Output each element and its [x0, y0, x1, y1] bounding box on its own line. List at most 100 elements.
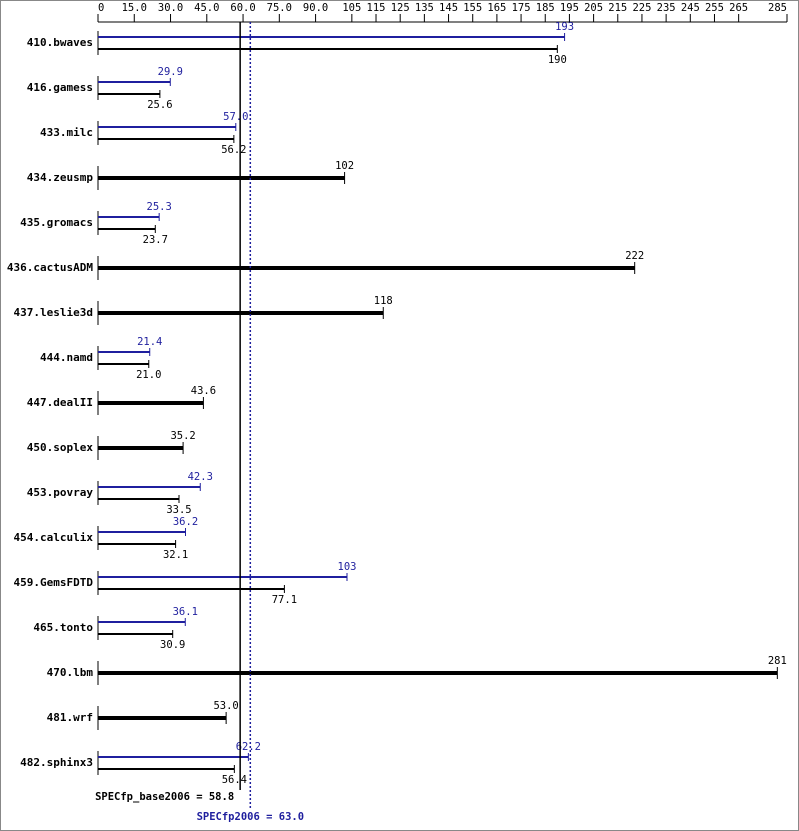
x-tick-label: 45.0 — [194, 2, 219, 14]
bar — [98, 81, 171, 83]
category-label: 437.leslie3d — [14, 306, 93, 319]
bar — [98, 93, 160, 95]
reference-label: SPECfp_base2006 = 58.8 — [95, 791, 234, 803]
x-tick-label: 245 — [681, 2, 700, 14]
x-tick-label: 205 — [584, 2, 603, 14]
value-label: 32.1 — [163, 549, 188, 561]
bar — [98, 266, 635, 270]
bar — [98, 671, 778, 675]
value-label: 25.3 — [147, 201, 172, 213]
value-label: 33.5 — [166, 504, 191, 516]
category-label: 435.gromacs — [20, 216, 93, 229]
bar — [98, 228, 156, 230]
value-label: 29.9 — [158, 66, 183, 78]
x-tick-label: 145 — [439, 2, 458, 14]
value-label: 25.6 — [147, 99, 172, 111]
x-tick-label: 225 — [632, 2, 651, 14]
x-tick-label: 285 — [768, 2, 787, 14]
category-label: 454.calculix — [14, 531, 94, 544]
x-tick-label: 15.0 — [122, 2, 147, 14]
x-tick-label: 155 — [463, 2, 482, 14]
value-label: 35.2 — [170, 430, 195, 442]
x-tick-label: 165 — [487, 2, 506, 14]
bar — [98, 36, 565, 38]
x-tick-label: 135 — [415, 2, 434, 14]
x-tick-label: 235 — [657, 2, 676, 14]
category-label: 453.povray — [27, 486, 94, 499]
value-label: 103 — [338, 561, 357, 573]
x-tick-label: 185 — [536, 2, 555, 14]
category-label: 416.gamess — [27, 81, 93, 94]
x-tick-label: 115 — [367, 2, 386, 14]
bar — [98, 576, 348, 578]
bar — [98, 621, 186, 623]
x-tick-label: 60.0 — [230, 2, 255, 14]
bar — [98, 363, 149, 365]
bar — [98, 138, 234, 140]
category-label: 459.GemsFDTD — [14, 576, 94, 589]
value-label: 23.7 — [143, 234, 168, 246]
value-label: 21.4 — [137, 336, 162, 348]
x-tick-label: 90.0 — [303, 2, 328, 14]
x-tick-label: 125 — [391, 2, 410, 14]
bar — [98, 768, 235, 770]
value-label: 43.6 — [191, 385, 216, 397]
value-label: 56.4 — [222, 774, 247, 786]
category-label: 482.sphinx3 — [20, 756, 93, 769]
category-label: 410.bwaves — [27, 36, 93, 49]
category-label: 481.wrf — [47, 711, 93, 724]
bar — [98, 48, 558, 50]
x-tick-label: 0 — [98, 2, 104, 14]
category-label: 470.lbm — [47, 666, 94, 679]
x-tick-label: 105 — [342, 2, 361, 14]
value-label: 62.2 — [236, 741, 261, 753]
value-label: 102 — [335, 160, 354, 172]
category-label: 450.soplex — [27, 441, 94, 454]
value-label: 118 — [374, 295, 393, 307]
value-label: 77.1 — [272, 594, 297, 606]
x-tick-label: 195 — [560, 2, 579, 14]
value-label: 56.2 — [221, 144, 246, 156]
value-label: 222 — [625, 250, 644, 262]
bar — [98, 216, 160, 218]
value-label: 190 — [548, 54, 567, 66]
x-tick-label: 215 — [608, 2, 627, 14]
value-label: 57.0 — [223, 111, 248, 123]
bar — [98, 446, 184, 450]
bar — [98, 126, 236, 128]
category-label: 436.cactusADM — [7, 261, 93, 274]
bar — [98, 176, 345, 180]
category-label: 434.zeusmp — [27, 171, 94, 184]
bar — [98, 351, 150, 353]
category-label: 444.namd — [40, 351, 93, 364]
bar — [98, 486, 201, 488]
bar — [98, 531, 186, 533]
x-tick-label: 75.0 — [267, 2, 292, 14]
value-label: 193 — [555, 21, 574, 33]
value-label: 42.3 — [188, 471, 213, 483]
value-label: 36.2 — [173, 516, 198, 528]
value-label: 281 — [768, 655, 787, 667]
value-label: 36.1 — [173, 606, 198, 618]
category-label: 447.dealII — [27, 396, 93, 409]
bar — [98, 633, 173, 635]
bar — [98, 543, 176, 545]
x-tick-label: 265 — [729, 2, 748, 14]
bar — [98, 756, 249, 758]
value-label: 30.9 — [160, 639, 185, 651]
bar — [98, 588, 285, 590]
value-label: 21.0 — [136, 369, 161, 381]
x-tick-label: 255 — [705, 2, 724, 14]
x-tick-label: 30.0 — [158, 2, 183, 14]
reference-label: SPECfp2006 = 63.0 — [197, 811, 304, 823]
category-label: 465.tonto — [33, 621, 93, 634]
category-label: 433.milc — [40, 126, 93, 139]
bar — [98, 498, 179, 500]
bar — [98, 401, 204, 405]
x-tick-label: 175 — [512, 2, 531, 14]
value-label: 53.0 — [213, 700, 238, 712]
bar — [98, 716, 227, 720]
